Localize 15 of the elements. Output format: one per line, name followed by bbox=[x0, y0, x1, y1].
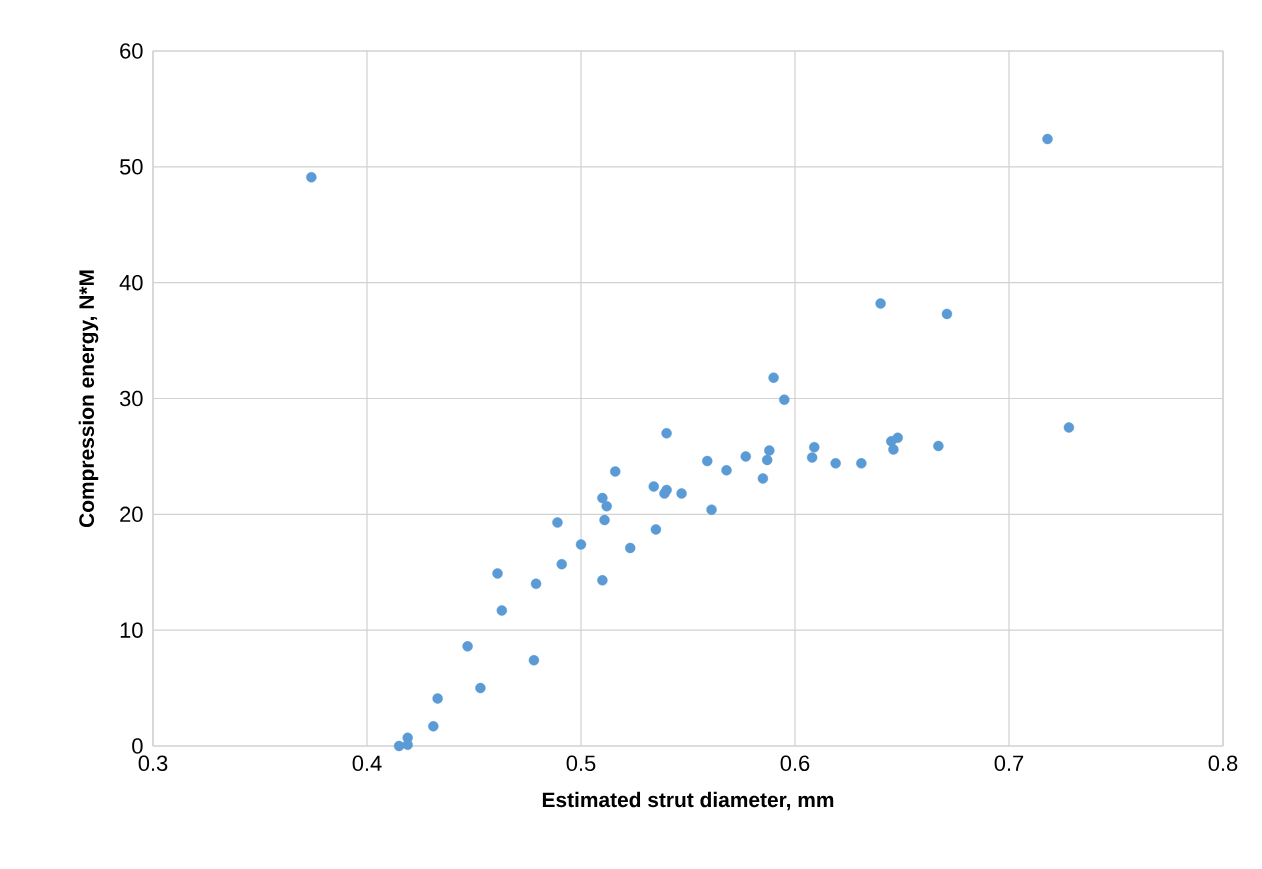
x-tick-label: 0.7 bbox=[994, 755, 1024, 772]
x-tick-label: 0.8 bbox=[1208, 755, 1238, 772]
y-tick-label: 10 bbox=[120, 622, 143, 638]
x-axis-title: Estimated strut diameter, mm bbox=[542, 791, 834, 811]
y-tick-label: 30 bbox=[119, 390, 143, 407]
x-tick-label: 0.3 bbox=[138, 755, 168, 772]
y-tick-label: 50 bbox=[119, 159, 143, 175]
y-axis-title: Compression energy, N*M bbox=[78, 270, 99, 528]
y-tick-label: 0 bbox=[132, 738, 143, 754]
x-tick-label: 0.5 bbox=[566, 755, 596, 772]
x-tick-label: 0.6 bbox=[780, 755, 810, 772]
y-tick-label: 20 bbox=[120, 506, 143, 523]
x-tick-label: 0.4 bbox=[352, 755, 382, 772]
y-tick-label: 40 bbox=[119, 274, 143, 291]
y-tick-label: 60 bbox=[120, 43, 143, 59]
